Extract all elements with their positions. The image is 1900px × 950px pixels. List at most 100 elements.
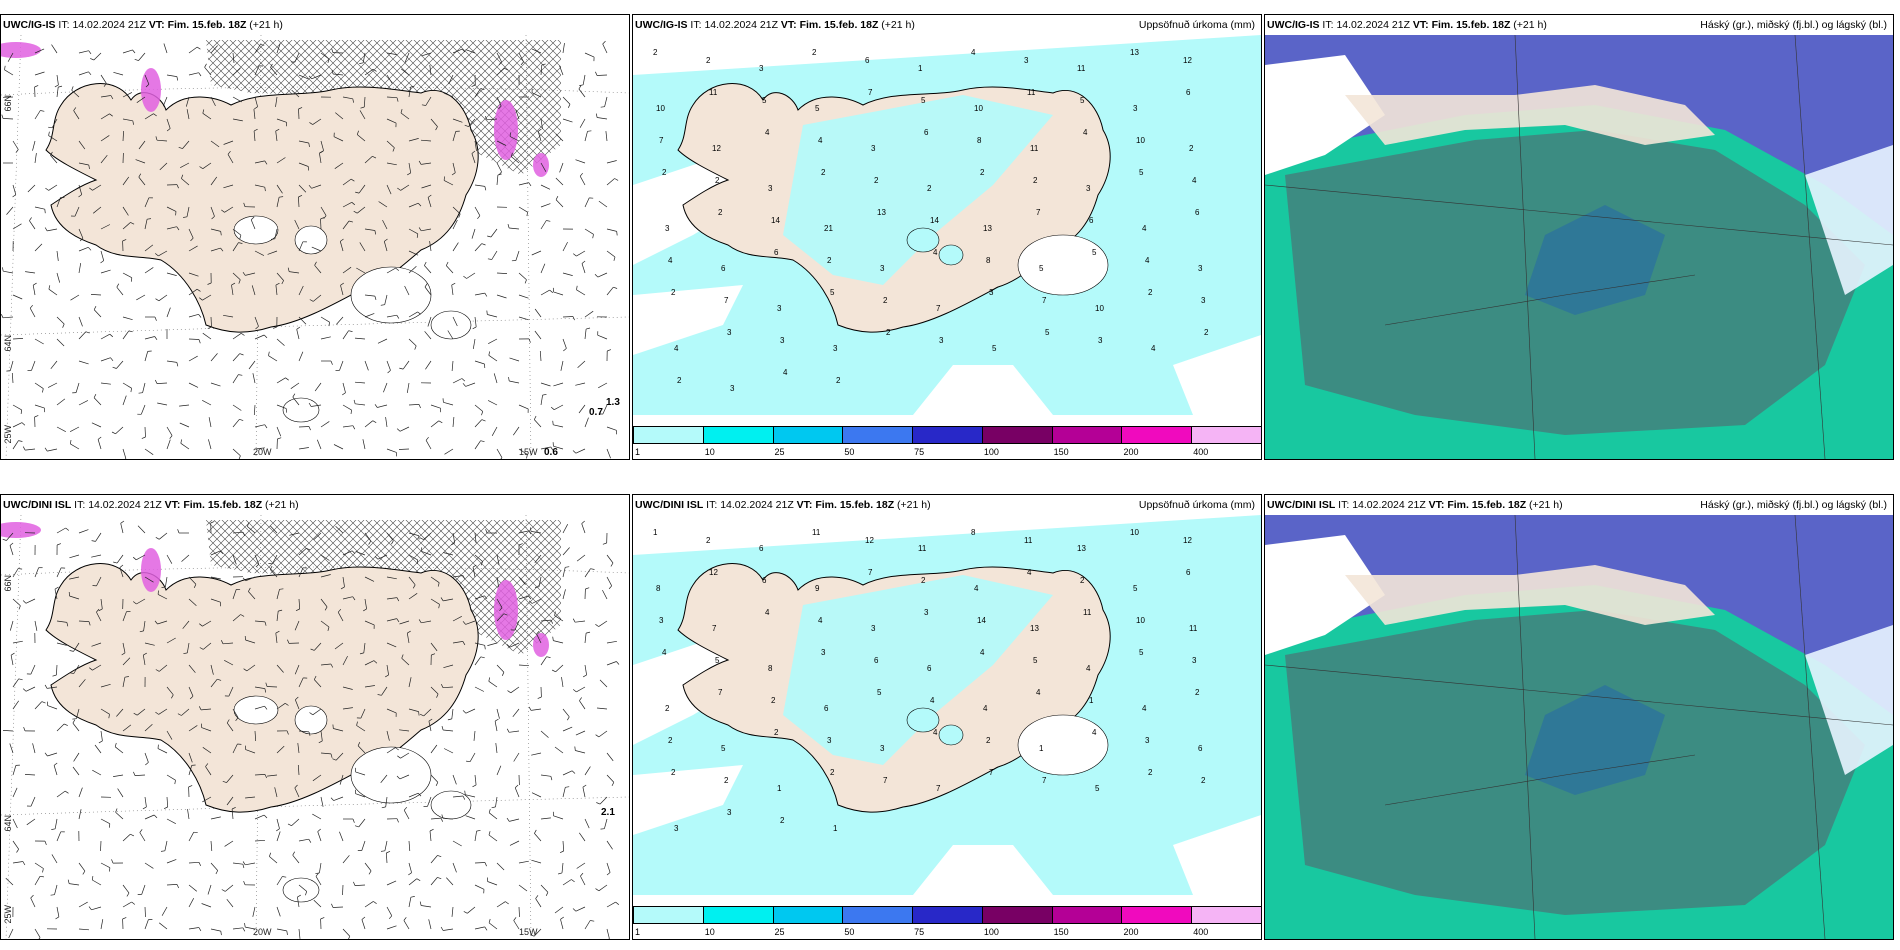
precip-value-label: 2 (774, 728, 779, 737)
vt-label: VT: (1428, 499, 1445, 511)
precip-value-label: 4 (980, 648, 985, 657)
precip-value-label: 6 (1198, 744, 1203, 753)
precip-value-label: 7 (868, 88, 873, 97)
map-canvas: 2.1 (1, 515, 629, 939)
precip-value-label: 2 (927, 184, 932, 193)
precip-value-label: 5 (815, 104, 820, 113)
panel-header: UWC/IG-IS IT: 14.02.2024 21Z VT: Fim. 15… (1, 15, 629, 35)
precip-value-label: 2 (780, 816, 785, 825)
wind-value-label: 1.3 (606, 397, 620, 408)
precip-value-label: 4 (1036, 688, 1041, 697)
precip-value-label: 3 (730, 384, 735, 393)
precip-value-label: 2 (706, 536, 711, 545)
precip-value-label: 8 (971, 528, 976, 537)
axis-label: 25W (3, 425, 13, 444)
vt-label: VT: (148, 19, 165, 31)
precip-value-label: 7 (989, 768, 994, 777)
it-label: IT: (690, 19, 702, 31)
precip-value-label: 6 (924, 128, 929, 137)
axis-label: 25W (3, 905, 13, 924)
precip-value-label: 3 (1098, 336, 1103, 345)
precip-value-label: 4 (933, 248, 938, 257)
vt-label: VT: (780, 19, 797, 31)
precip-value-label: 7 (1042, 776, 1047, 785)
legend-swatch (702, 907, 773, 923)
precip-value-label: 7 (659, 136, 664, 145)
precip-value-label: 10 (974, 104, 983, 113)
precip-value-label: 11 (812, 528, 821, 537)
legend-label: 10 (704, 927, 715, 937)
precip-value-label: 12 (865, 536, 874, 545)
precip-value-label: 3 (768, 184, 773, 193)
precip-value-label: 4 (1192, 176, 1197, 185)
it-label: IT: (706, 499, 718, 511)
precip-value-label: 12 (712, 144, 721, 153)
panel-title: Uppsöfnuð úrkoma (mm) (1138, 499, 1255, 511)
legend-label: 200 (1123, 927, 1139, 937)
axis-label: 20W (253, 447, 272, 457)
legend-label: 1 (635, 927, 641, 937)
precip-value-label: 3 (759, 64, 764, 73)
precip-value-label: 4 (933, 728, 938, 737)
cloud-map-panel: UWC/IG-IS IT: 14.02.2024 21Z VT: Fim. 15… (1264, 14, 1894, 460)
precip-value-label: 6 (759, 544, 764, 553)
precip-value-label: 11 (1077, 64, 1086, 73)
precip-value-label: 2 (883, 296, 888, 305)
precip-map-panel: UWC/IG-IS IT: 14.02.2024 21Z VT: Fim. 15… (632, 14, 1262, 460)
wind-value-label: 0.6 (544, 447, 558, 458)
map-canvas: 2232614311131210115575101153671244368114… (633, 35, 1261, 459)
precip-value-label: 4 (662, 648, 667, 657)
precip-value-label: 2 (1148, 768, 1153, 777)
precip-value-label: 3 (1192, 656, 1197, 665)
precip-value-label: 14 (977, 616, 986, 625)
legend-label: 150 (1053, 447, 1069, 457)
precip-value-label: 5 (1095, 784, 1100, 793)
legend-swatch (912, 907, 982, 923)
precip-value-label: 6 (1089, 216, 1094, 225)
init-time: 14.02.2024 21Z (720, 499, 794, 511)
precip-value-label: 7 (868, 568, 873, 577)
precip-value-label: 7 (712, 624, 717, 633)
precip-value-label: 2 (662, 168, 667, 177)
precip-value-label: 1 (1089, 696, 1094, 705)
precip-value-label: 2 (706, 56, 711, 65)
cloud-map-panel: UWC/DINI ISL IT: 14.02.2024 21Z VT: Fim.… (1264, 494, 1894, 940)
precip-value-label: 4 (1027, 568, 1032, 577)
axis-label: 66N (3, 575, 13, 592)
precip-value-label: 2 (668, 736, 673, 745)
precip-map-panel: UWC/DINI ISL IT: 14.02.2024 21Z VT: Fim.… (632, 494, 1262, 940)
precip-value-label: 2 (921, 576, 926, 585)
precip-value-label: 3 (727, 328, 732, 337)
precip-value-label: 13 (1030, 624, 1039, 633)
precip-value-label: 1 (833, 824, 838, 833)
legend-swatch (633, 907, 703, 923)
precip-value-label: 3 (777, 304, 782, 313)
legend-swatch (702, 427, 773, 443)
precip-value-label: 4 (1092, 728, 1097, 737)
precip-value-label: 5 (1139, 168, 1144, 177)
valid-time: Fim. 15.feb. 18Z (1447, 499, 1527, 511)
precip-value-label: 4 (818, 136, 823, 145)
precip-value-label: 6 (1195, 208, 1200, 217)
precip-value-label: 2 (980, 168, 985, 177)
model-name: UWC/DINI ISL (3, 499, 72, 511)
precip-value-label: 3 (665, 224, 670, 233)
precip-value-label: 3 (880, 744, 885, 753)
precip-value-label: 7 (883, 776, 888, 785)
panel-header: UWC/IG-IS IT: 14.02.2024 21Z VT: Fim. 15… (633, 15, 1261, 35)
precip-value-label: 4 (765, 608, 770, 617)
precip-value-label: 2 (1204, 328, 1209, 337)
precip-value-label: 3 (1086, 184, 1091, 193)
precip-value-label: 5 (1092, 248, 1097, 257)
precip-value-label: 2 (821, 168, 826, 177)
precip-value-label: 11 (918, 544, 927, 553)
legend-label: 100 (983, 927, 999, 937)
legend-swatch (842, 907, 913, 923)
precip-value-label: 4 (971, 48, 976, 57)
precip-value-label: 10 (656, 104, 665, 113)
lead-time: (+21 h) (897, 499, 931, 511)
precip-value-label: 2 (724, 776, 729, 785)
model-name: UWC/IG-IS (1267, 19, 1320, 31)
precip-value-label: 10 (1136, 616, 1145, 625)
panel-header: UWC/DINI ISL IT: 14.02.2024 21Z VT: Fim.… (1, 495, 629, 515)
